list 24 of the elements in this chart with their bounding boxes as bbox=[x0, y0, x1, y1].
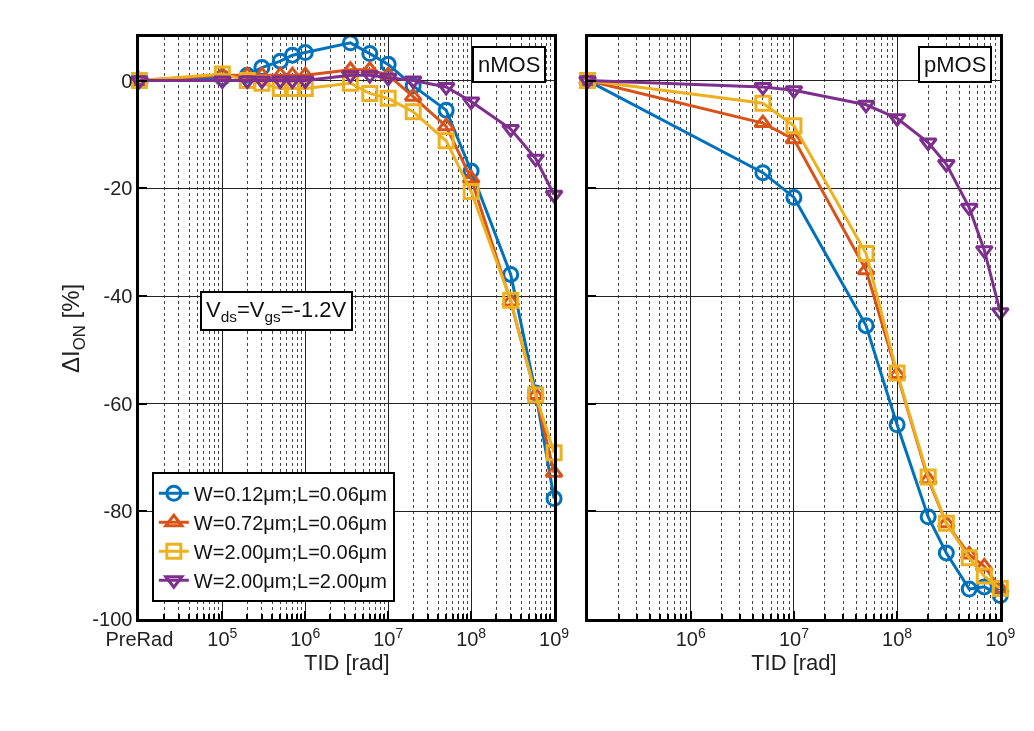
x-tick-label: 10$^{6}$ bbox=[675, 624, 706, 651]
y-tick-label: -20 bbox=[103, 177, 133, 200]
x-tick-label: PreRad bbox=[105, 628, 174, 651]
x-tick-label: 10$^{8}$ bbox=[456, 624, 487, 651]
x-axis-title: TID [rad] bbox=[303, 650, 390, 676]
y-tick-label: -40 bbox=[103, 285, 133, 307]
y-tick-label: -60 bbox=[103, 392, 133, 415]
x-tick-label: 10$^{6}$ bbox=[290, 624, 321, 651]
legend-label: W=2.00μm;L=2.00μm bbox=[193, 570, 387, 593]
legend-label: W=0.12μm;L=0.06μm bbox=[193, 483, 387, 506]
legend-label: W=0.72μm;L=0.06μm bbox=[193, 512, 387, 535]
annotation: pMOS bbox=[924, 52, 987, 77]
x-tick-label: 10$^{5}$ bbox=[207, 624, 238, 651]
x-tick-label: 10$^{8}$ bbox=[882, 624, 913, 651]
x-tick-label: 10$^{9}$ bbox=[539, 624, 570, 651]
x-axis-title: TID [rad] bbox=[751, 650, 837, 676]
y-tick-label: -100 bbox=[92, 608, 133, 631]
y-tick-label: -80 bbox=[103, 500, 133, 523]
x-tick-label: 10$^{9}$ bbox=[985, 624, 1016, 651]
legend-label: W=2.00μm;L=0.06μm bbox=[193, 541, 387, 564]
annotation: nMOS bbox=[478, 52, 541, 77]
x-tick-label: 10$^{7}$ bbox=[373, 624, 404, 651]
x-tick-label: 10$^{7}$ bbox=[778, 624, 810, 651]
annotation: V$_{ds}$=V$_{gs}$=-1.2V bbox=[206, 297, 347, 325]
